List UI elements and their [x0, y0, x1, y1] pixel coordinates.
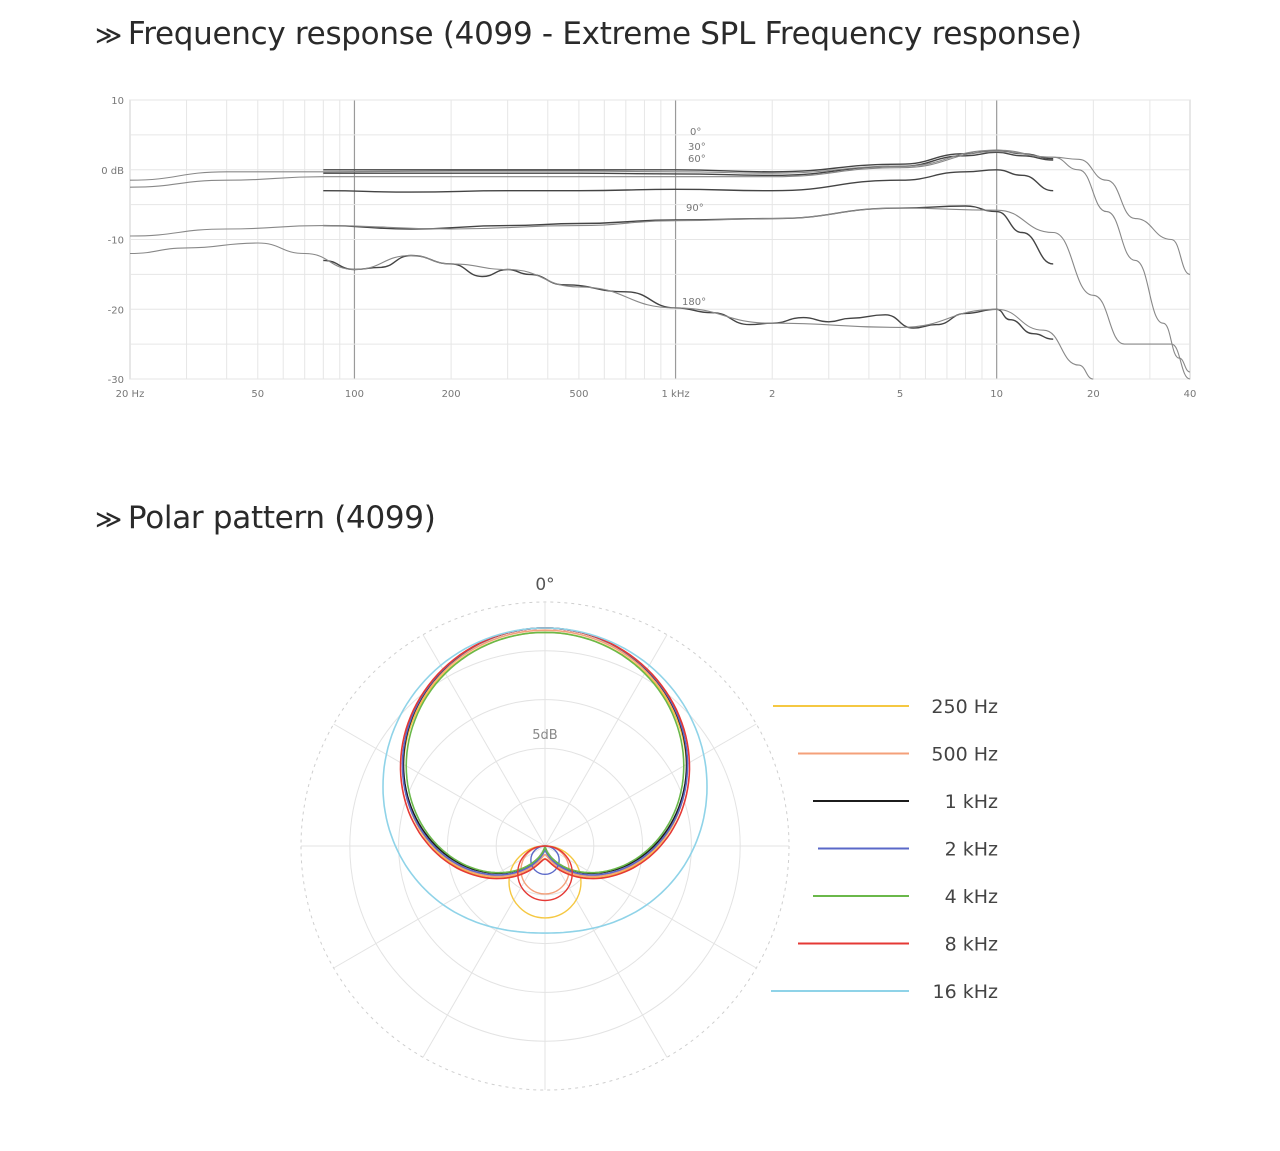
legend-label: 1 kHz [945, 791, 998, 813]
x-tick-label: 1 kHz [662, 389, 690, 400]
frequency-response-title: ≫ Frequency response (4099 - Extreme SPL … [95, 16, 1082, 52]
y-tick-label: -30 [108, 375, 124, 386]
chevron-icon: ≫ [95, 505, 122, 535]
x-tick-label: 40 [1184, 389, 1197, 400]
curve-reference-5 [129, 149, 1191, 275]
x-tick-label: 100 [345, 389, 364, 400]
frequency-response-grid [129, 99, 1191, 380]
legend-label: 2 kHz [945, 839, 998, 861]
frequency-response-annotations: 0° 30°60° 90° 180° [682, 127, 706, 308]
polar-spoke [422, 845, 546, 1058]
polar-pattern-chart: 0° 5dB 250 Hz 500 Hz 1 kHz 2 kHz 4 kHz 8 kHz 16… [300, 575, 998, 1091]
polar-spoke [544, 845, 668, 1058]
x-tick-label: 10 [990, 389, 1003, 400]
legend-label: 4 kHz [945, 886, 998, 908]
x-tick-label: 2 [769, 389, 775, 400]
x-tick-label: 200 [442, 389, 461, 400]
polar-legend: 250 Hz 500 Hz 1 kHz 2 kHz 4 kHz 8 kHz 16 kHz [771, 696, 998, 1003]
curve-angle-label: 0° [690, 127, 701, 138]
polar-spoke [422, 634, 546, 847]
polar-curves [382, 627, 708, 934]
frequency-response-curves [129, 149, 1191, 380]
y-tick-label: -20 [108, 305, 124, 316]
polar-rear-lobe-8-kHz [517, 845, 573, 902]
x-tick-label: 5 [897, 389, 903, 400]
polar-ring-label: 5dB [532, 728, 557, 743]
polar-curve-16-kHz [382, 627, 708, 934]
chevron-icon: ≫ [95, 21, 122, 51]
polar-spoke [333, 845, 546, 969]
polar-curve-8-kHz [399, 627, 691, 880]
polar-pattern-title: ≫ Polar pattern (4099) [95, 500, 436, 536]
curve-reference-7 [129, 207, 1191, 380]
curve-angle-label: 90° [686, 203, 704, 214]
polar-spoke [544, 634, 668, 847]
polar-top-angle-label: 0° [535, 575, 554, 595]
x-tick-label: 20 [1087, 389, 1100, 400]
x-tick-label: 500 [569, 389, 588, 400]
y-tick-label: 10 [111, 96, 124, 107]
y-tick-label: 0 dB [101, 166, 124, 177]
frequency-response-title-text: Frequency response (4099 - Extreme SPL F… [127, 16, 1082, 52]
frequency-response-chart: 20 Hz 50 100 200 500 1 kHz 2 5 10 20 40 10 0 dB -10 -2… [101, 96, 1196, 400]
curve-reference-8 [129, 242, 1094, 380]
curve-angle-label: 30° [688, 142, 706, 153]
x-tick-label: 20 Hz [116, 389, 145, 400]
legend-label: 8 kHz [945, 934, 998, 956]
y-tick-label: -10 [108, 236, 124, 247]
legend-label: 16 kHz [933, 981, 999, 1003]
curve-60deg [323, 169, 1054, 193]
legend-label: 250 Hz [931, 696, 998, 718]
legend-label: 500 Hz [931, 744, 998, 766]
x-tick-label: 50 [251, 389, 264, 400]
polar-curve-2-kHz [401, 627, 689, 876]
curve-90deg [323, 205, 1054, 265]
curve-reference-6 [129, 151, 1191, 373]
polar-labels: 0° 5dB [532, 575, 557, 743]
curve-30deg [323, 151, 1054, 177]
polar-spoke [544, 845, 757, 969]
polar-spoke [333, 723, 546, 847]
curve-angle-label: 180° [682, 297, 706, 308]
frequency-response-ticks: 20 Hz 50 100 200 500 1 kHz 2 5 10 20 40 10 0 dB -10 -2… [101, 96, 1196, 400]
polar-pattern-title-text: Polar pattern (4099) [127, 500, 436, 536]
curve-angle-label: 60° [688, 154, 706, 165]
polar-spoke [544, 723, 757, 847]
